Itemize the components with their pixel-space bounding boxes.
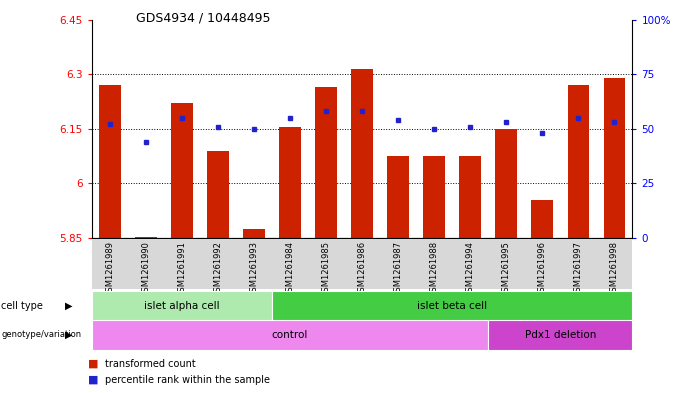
Text: Pdx1 deletion: Pdx1 deletion [525,330,596,340]
Text: transformed count: transformed count [105,358,196,369]
Text: ▶: ▶ [65,301,73,311]
Text: GSM1261988: GSM1261988 [430,241,439,297]
Text: GSM1261985: GSM1261985 [322,241,330,297]
Text: GSM1261994: GSM1261994 [466,241,475,297]
Text: GSM1261993: GSM1261993 [250,241,258,297]
Text: GSM1261998: GSM1261998 [610,241,619,297]
Text: control: control [272,330,308,340]
Text: GSM1261987: GSM1261987 [394,241,403,297]
Text: GSM1261989: GSM1261989 [105,241,114,297]
Bar [496,129,517,238]
Bar [207,151,228,238]
Text: GSM1261996: GSM1261996 [538,241,547,297]
Bar [92,320,488,350]
Text: GSM1261995: GSM1261995 [502,241,511,297]
Bar [488,320,632,350]
Bar [352,69,373,238]
Bar [99,85,120,238]
Text: GSM1261992: GSM1261992 [214,241,222,297]
Bar [135,237,156,238]
Bar [388,156,409,238]
Text: islet beta cell: islet beta cell [417,301,488,310]
Bar [568,85,589,238]
Bar [532,200,553,238]
Text: GSM1261984: GSM1261984 [286,241,294,297]
Bar [171,103,192,238]
Bar [460,156,481,238]
Text: GSM1261990: GSM1261990 [141,241,150,297]
Bar [272,291,632,320]
Bar [92,291,272,320]
Bar [424,156,445,238]
Text: ▶: ▶ [65,330,73,340]
Text: islet alpha cell: islet alpha cell [144,301,220,310]
Bar [604,78,625,238]
Text: GDS4934 / 10448495: GDS4934 / 10448495 [136,12,271,25]
Bar [279,127,301,238]
Bar [316,87,337,238]
Text: GSM1261986: GSM1261986 [358,241,367,297]
Text: GSM1261997: GSM1261997 [574,241,583,297]
Text: GSM1261991: GSM1261991 [177,241,186,297]
Text: genotype/variation: genotype/variation [1,331,82,339]
Text: ■: ■ [88,358,99,369]
Text: cell type: cell type [1,301,44,311]
Text: percentile rank within the sample: percentile rank within the sample [105,375,271,385]
Bar [243,229,265,238]
Text: ■: ■ [88,375,99,385]
